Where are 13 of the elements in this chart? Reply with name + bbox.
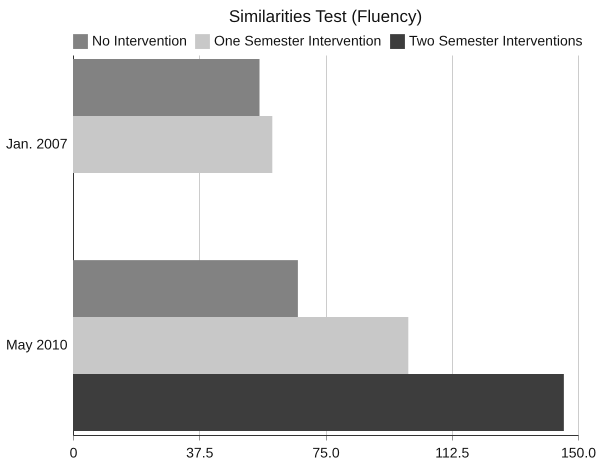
chart-title: Similarities Test (Fluency): [228, 7, 422, 26]
x-tick-label: 150.0: [560, 444, 596, 460]
bar: [73, 59, 260, 116]
legend-label: One Semester Intervention: [214, 32, 382, 49]
x-tick-label: 37.5: [186, 444, 214, 460]
x-tick-label: 112.5: [435, 444, 470, 460]
legend-label: No Intervention: [92, 32, 187, 49]
legend-label: Two Semester Interventions: [409, 32, 583, 49]
y-tick-label: Jan. 2007: [6, 135, 68, 152]
bar: [73, 260, 298, 318]
y-tick-label: May 2010: [6, 336, 68, 353]
x-tick-label: 0: [70, 444, 78, 460]
x-tick-label: 75.0: [312, 444, 340, 460]
